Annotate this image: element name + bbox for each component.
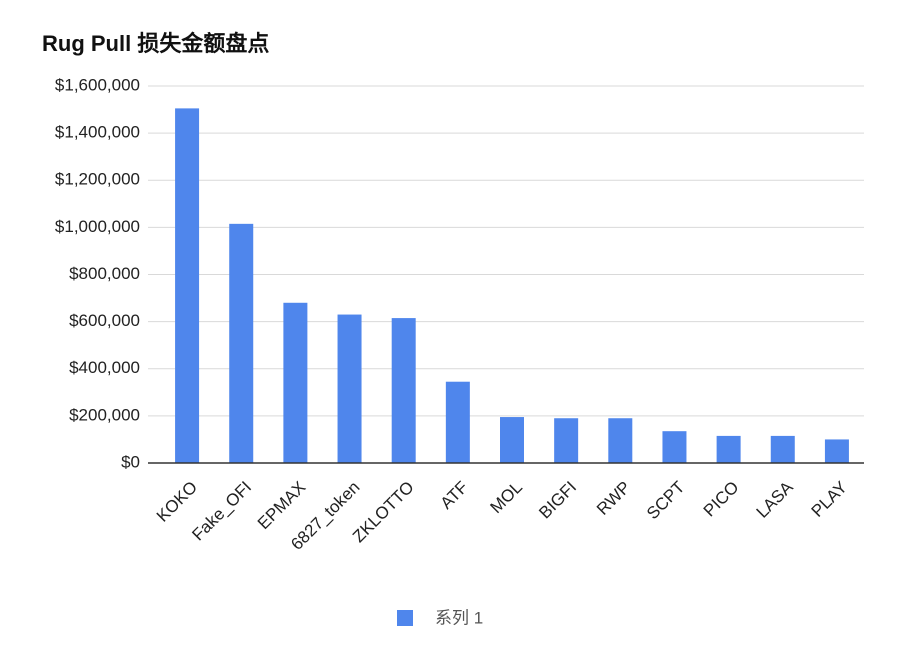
- bar: [608, 418, 633, 463]
- x-tick-label: MOL: [487, 478, 526, 517]
- x-tick-label: LASA: [753, 477, 798, 522]
- y-tick-label: $1,600,000: [55, 75, 140, 94]
- y-tick-label: $1,400,000: [55, 123, 140, 142]
- x-tick-label: PLAY: [808, 478, 851, 521]
- bar: [824, 439, 849, 463]
- bar: [229, 223, 254, 463]
- legend-swatch: [397, 610, 413, 626]
- bar: [716, 435, 741, 463]
- y-tick-label: $1,200,000: [55, 170, 140, 189]
- y-tick-label: $400,000: [69, 358, 140, 377]
- x-tick-label: PICO: [700, 478, 743, 521]
- x-tick-label: RWP: [593, 478, 634, 519]
- y-tick-label: $1,000,000: [55, 217, 140, 236]
- y-tick-label: $200,000: [69, 405, 140, 424]
- x-tick-label: ATF: [437, 478, 472, 513]
- bar: [554, 418, 579, 463]
- bar: [391, 318, 416, 463]
- bar: [445, 381, 470, 463]
- y-tick-label: $800,000: [69, 264, 140, 283]
- legend-label: 系列 1: [435, 608, 483, 627]
- y-tick-label: $0: [121, 452, 140, 471]
- bar: [175, 108, 200, 464]
- x-tick-label: SCPT: [643, 478, 688, 523]
- bar: [283, 302, 308, 463]
- bar: [770, 435, 795, 463]
- y-tick-label: $600,000: [69, 311, 140, 330]
- bar: [337, 314, 362, 463]
- x-tick-label: KOKO: [153, 478, 201, 526]
- chart-title: Rug Pull 损失金额盘点: [42, 31, 269, 56]
- x-tick-label: BIGFI: [535, 478, 580, 523]
- x-tick-label: EPMAX: [254, 478, 310, 534]
- x-tick-label: Fake_OFI: [188, 478, 255, 545]
- bar: [662, 431, 687, 463]
- bar: [500, 417, 524, 463]
